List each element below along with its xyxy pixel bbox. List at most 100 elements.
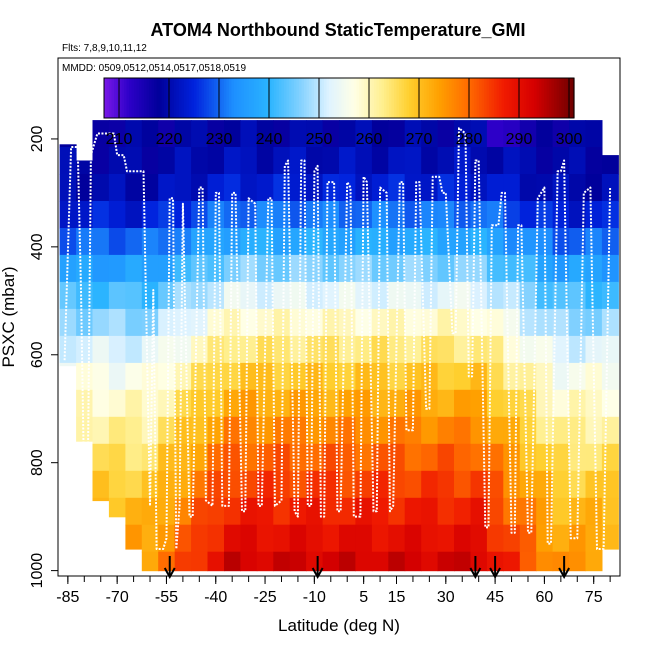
- heatmap-cell: [421, 470, 439, 499]
- heatmap-cell: [421, 281, 439, 310]
- colorbar-swatch: [209, 78, 213, 118]
- heatmap-cell: [470, 228, 488, 256]
- heatmap-cell: [76, 416, 94, 442]
- colorbar-swatch: [246, 78, 250, 118]
- heatmap-cell: [92, 470, 110, 499]
- heatmap-cell: [224, 551, 241, 572]
- heatmap-cell: [322, 281, 340, 310]
- colorbar-swatch: [266, 78, 270, 118]
- heatmap-cell: [536, 147, 554, 175]
- heatmap-cell: [371, 362, 389, 391]
- heatmap-cell: [256, 120, 274, 148]
- heatmap-cell: [454, 120, 471, 148]
- colorbar-swatch: [416, 78, 420, 118]
- heatmap-cell: [125, 174, 143, 202]
- colorbar-frame: [103, 77, 575, 119]
- colorbar-swatch: [324, 78, 328, 118]
- heatmap-cell: [454, 470, 471, 499]
- heatmap-cell: [256, 416, 274, 445]
- heatmap-cell: [437, 524, 455, 553]
- heatmap-cell: [585, 497, 603, 526]
- colorbar-swatch: [314, 78, 318, 118]
- colorbar-swatch: [501, 78, 505, 118]
- heatmap-cell: [519, 470, 537, 499]
- heatmap-cell: [421, 254, 439, 283]
- heatmap-cell: [289, 308, 307, 337]
- colorbar-swatch: [139, 78, 143, 118]
- heatmap-cell: [388, 389, 406, 418]
- colorbar-swatch: [344, 78, 348, 118]
- heatmap-cell: [240, 281, 258, 310]
- heatmap-cell: [141, 147, 159, 175]
- colorbar-swatch: [394, 78, 398, 118]
- heatmap-cell: [454, 443, 471, 472]
- heatmap-cell: [486, 308, 504, 337]
- colorbar-swatch: [211, 78, 215, 118]
- colorbar-swatch: [381, 78, 385, 118]
- heatmap-cell: [273, 389, 291, 418]
- heatmap-cell: [191, 120, 209, 148]
- heatmap-cell: [224, 120, 241, 148]
- colorbar-swatch: [469, 78, 473, 118]
- heatmap-cell: [536, 416, 554, 445]
- colorbar-swatch: [161, 78, 165, 118]
- heatmap-cell: [339, 524, 356, 553]
- colorbar-swatch: [539, 78, 543, 118]
- heatmap-cell: [339, 254, 356, 283]
- heatmap-cell: [339, 147, 356, 175]
- heatmap-cell: [355, 551, 373, 572]
- heatmap-cell: [240, 308, 258, 337]
- heatmap-cell: [536, 362, 554, 391]
- heatmap-cell: [536, 551, 554, 572]
- heatmap-cell: [240, 416, 258, 445]
- heatmap-cell: [536, 524, 554, 553]
- colorbar-swatch: [116, 78, 120, 118]
- heatmap-cell: [569, 443, 587, 472]
- heatmap-cell: [437, 362, 455, 391]
- heatmap-cell: [536, 228, 554, 256]
- heatmap-cell: [486, 228, 504, 256]
- colorbar-swatch: [489, 78, 493, 118]
- heatmap-cell: [454, 524, 471, 553]
- heatmap-cell: [585, 174, 603, 202]
- heatmap-cell: [224, 335, 241, 364]
- heatmap-cell: [437, 389, 455, 418]
- heatmap-cell: [141, 470, 159, 499]
- heatmap-cell: [454, 308, 471, 337]
- heatmap-cell: [141, 201, 159, 229]
- colorbar-swatch: [374, 78, 378, 118]
- colorbar-swatch: [231, 78, 235, 118]
- heatmap-cell: [59, 228, 77, 256]
- heatmap-cell: [388, 201, 406, 229]
- heatmap-cell: [552, 389, 570, 418]
- heatmap-cell: [322, 335, 340, 364]
- colorbar-swatch: [241, 78, 245, 118]
- heatmap-cell: [207, 443, 225, 472]
- heatmap-cell: [108, 470, 126, 499]
- heatmap-cell: [306, 147, 324, 175]
- heatmap-cell: [371, 281, 389, 310]
- heatmap-cell: [306, 308, 324, 337]
- x-axis-label: Latitude (deg N): [278, 616, 400, 635]
- heatmap-cell: [108, 254, 126, 283]
- colorbar-swatch: [424, 78, 428, 118]
- colorbar-swatch: [391, 78, 395, 118]
- colorbar-swatch: [414, 78, 418, 118]
- heatmap-cell: [569, 362, 587, 391]
- colorbar-swatch: [164, 78, 168, 118]
- heatmap-cell: [421, 147, 439, 175]
- heatmap-cell: [601, 254, 619, 283]
- heatmap-cell: [519, 201, 537, 229]
- heatmap-cell: [191, 308, 209, 337]
- heatmap-cell: [371, 443, 389, 472]
- colorbar-swatch: [114, 78, 118, 118]
- heatmap-cell: [388, 335, 406, 364]
- heatmap-cell: [273, 228, 291, 256]
- heatmap-cell: [174, 147, 192, 175]
- heatmap-cell: [355, 201, 373, 229]
- colorbar-swatch: [371, 78, 375, 118]
- heatmap-cell: [59, 147, 77, 175]
- heatmap-cell: [240, 524, 258, 553]
- colorbar-swatch: [454, 78, 458, 118]
- colorbar-swatch: [526, 78, 530, 118]
